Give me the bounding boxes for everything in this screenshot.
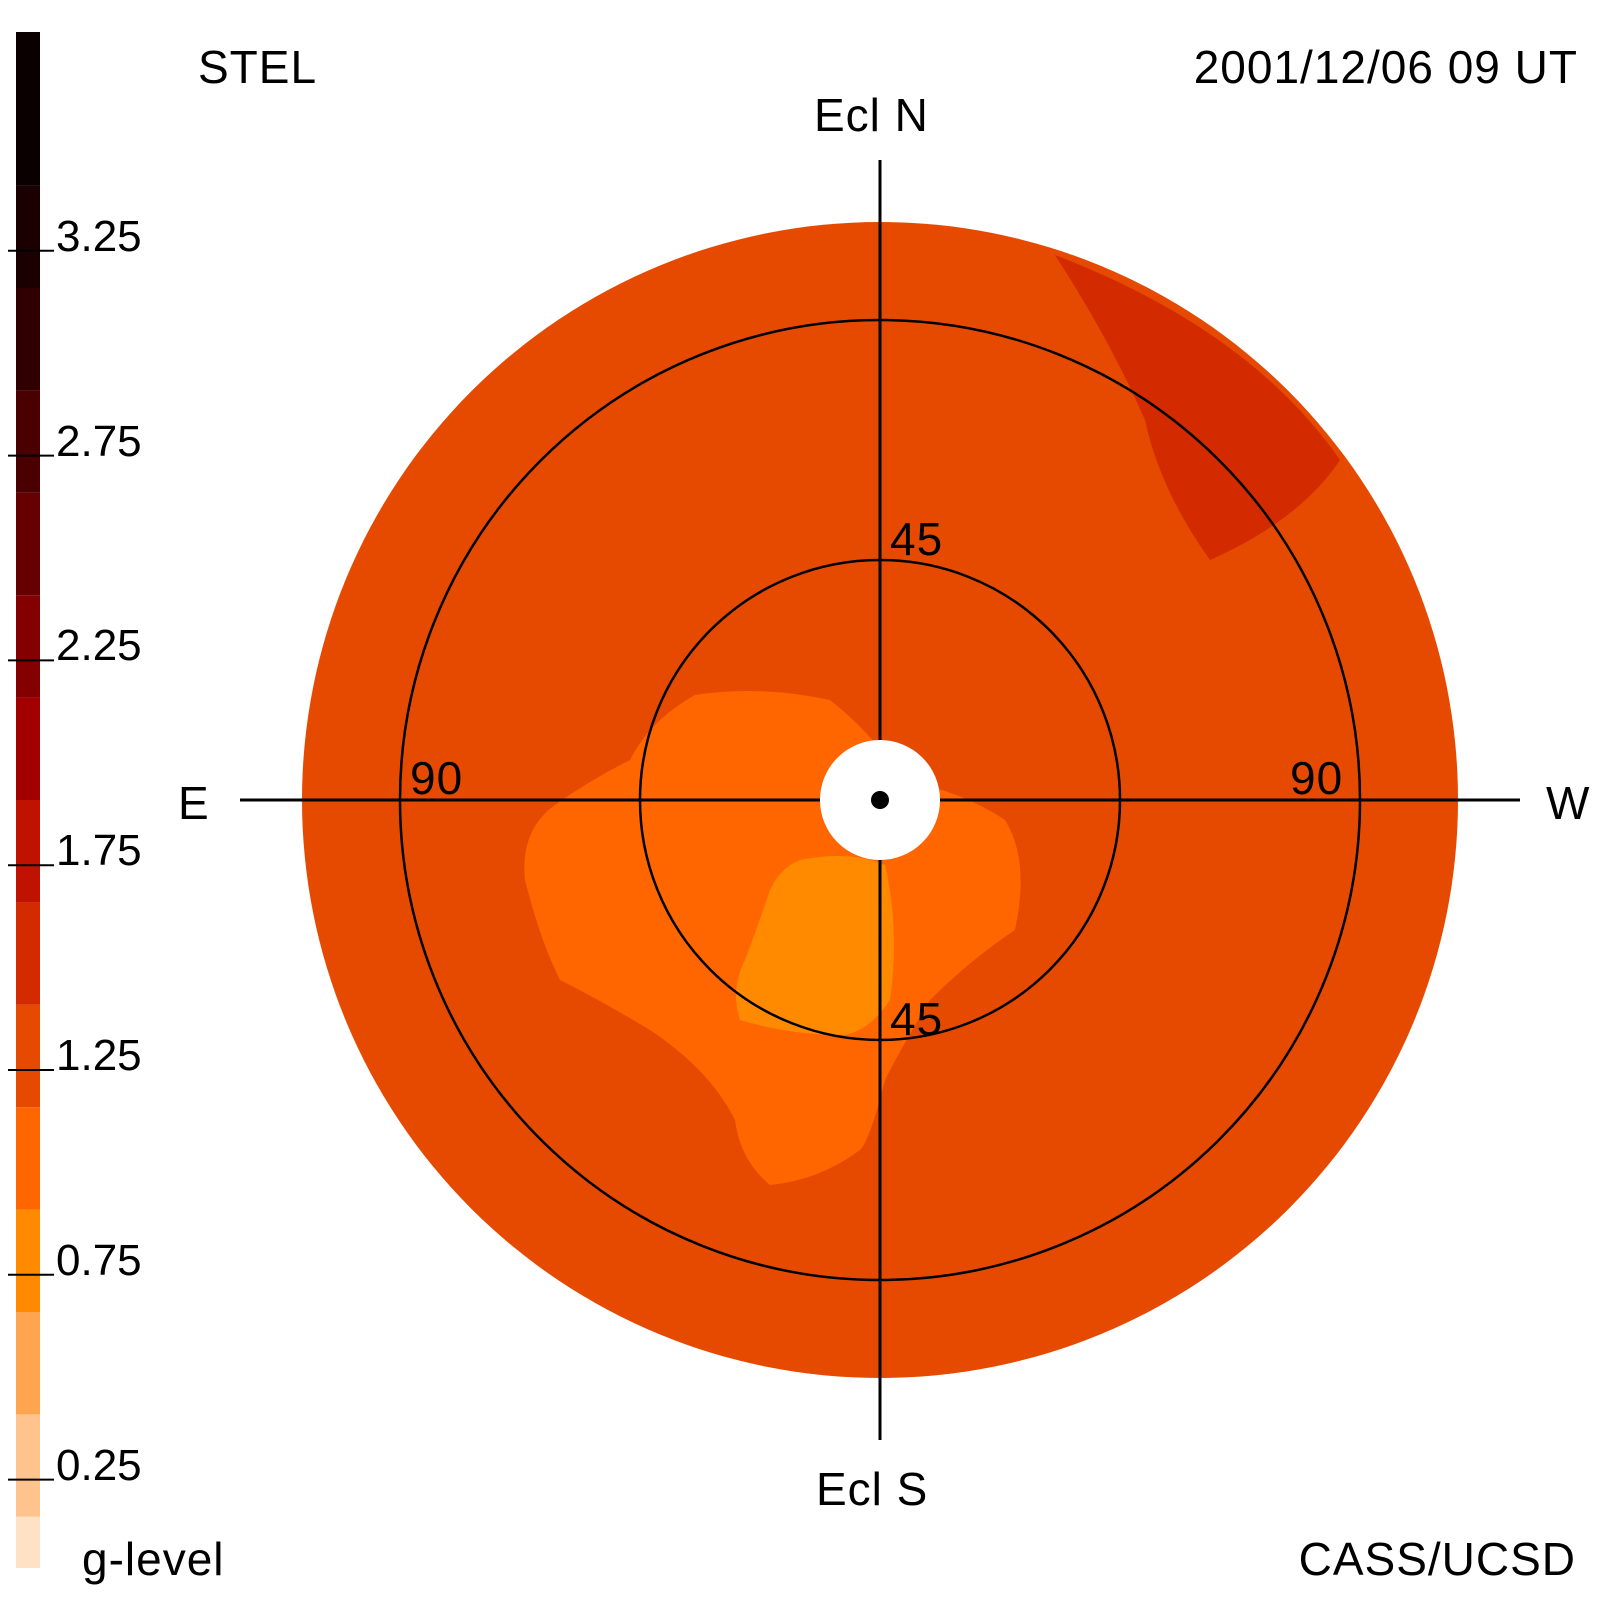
ring-90 [398,318,1362,1282]
ne-enhancement-region [1055,255,1340,560]
colorbar-segment [16,800,40,903]
colorbar-segment [16,1004,40,1108]
colorbar-segment [16,1209,40,1312]
instrument-label: STEL [198,41,318,93]
colorbar-segment [16,1107,40,1210]
colorbar-segment [16,185,40,288]
colorbar [8,32,54,1568]
sun-center-dot [871,791,889,809]
ring-90-label-west: 90 [1290,752,1344,804]
colorbar-tick-label: 1.25 [56,1031,142,1080]
south-label: Ecl S [816,1463,929,1515]
colorbar-segment [16,1414,40,1517]
colorbar-tick-label: 0.25 [56,1440,142,1490]
colorbar-segment [16,1516,40,1568]
credit-label: CASS/UCSD [1298,1533,1576,1585]
colorbar-tick-label: 0.75 [56,1235,142,1285]
colorbar-tick-label: 1.75 [56,826,142,876]
colorbar-segment [16,902,40,1005]
colorbar-tick-label: 3.25 [56,211,142,261]
timestamp-label: 2001/12/06 09 UT [1193,41,1578,93]
north-label: Ecl N [814,89,929,141]
colorbar-segment [16,390,40,493]
colorbar-segment [16,288,40,391]
east-label: E [178,777,210,829]
colorbar-segment [16,697,40,800]
colorbar-tick-label: 2.25 [56,621,142,671]
colorbar-segment [16,32,40,186]
ring-45-label-top: 45 [890,513,944,565]
colorbar-segment [16,595,40,698]
colorbar-segment [16,492,40,596]
ring-90-label-east: 90 [410,752,464,804]
ring-45 [638,558,1122,1042]
colorbar-tick-label: 2.75 [56,416,142,466]
colorbar-segment [16,1312,40,1415]
ring-45-label-bottom: 45 [890,993,944,1045]
west-label: W [1546,777,1591,829]
core-enhancement-region [736,856,894,1035]
colorbar-label: g-level [82,1533,225,1585]
